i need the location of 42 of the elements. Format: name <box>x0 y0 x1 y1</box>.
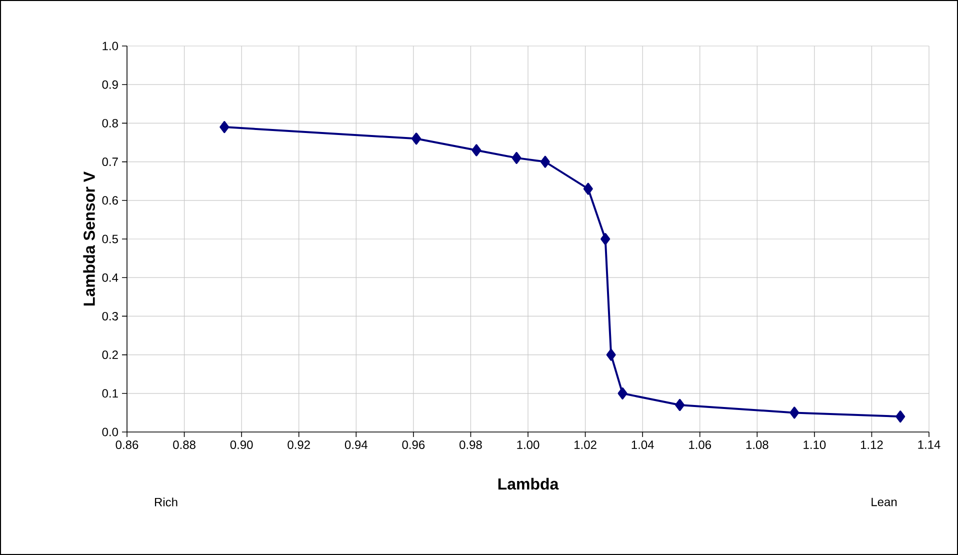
x-tick-label: 1.00 <box>517 440 540 450</box>
point <box>675 398 685 411</box>
point <box>540 156 550 168</box>
y-tick-label: 0.3 <box>102 312 118 320</box>
point <box>618 387 628 400</box>
y-tick-label: 0.7 <box>102 158 118 166</box>
text: Rich <box>154 498 178 506</box>
x-tick-label: 1.10 <box>804 440 826 450</box>
y-tick-label: 0.9 <box>102 80 118 89</box>
x-tick-label: 1.02 <box>574 440 596 450</box>
x-tick-label: 0.94 <box>344 440 368 450</box>
y-axis-title: Lambda Sensor V <box>83 172 95 306</box>
x-tick-label: 0.90 <box>230 440 253 450</box>
point <box>412 132 422 145</box>
x-tick-label: 0.92 <box>288 440 310 450</box>
x-tick-label: 1.06 <box>689 440 712 450</box>
point <box>790 406 800 419</box>
x-tick-label: 1.12 <box>860 440 883 449</box>
text: Lean <box>872 498 897 506</box>
point <box>583 182 593 195</box>
y-tick-label: 0.0 <box>102 428 118 436</box>
x-axis-title: Lambda <box>498 478 559 490</box>
y-tick-label: 0.2 <box>102 350 118 360</box>
point <box>472 144 482 156</box>
point <box>600 233 610 245</box>
point <box>512 152 522 164</box>
x-tick-label: 0.98 <box>460 440 482 450</box>
x-tick-label: 0.96 <box>402 440 425 450</box>
point <box>606 348 616 361</box>
point <box>220 121 230 134</box>
y-tick-label: 0.8 <box>102 118 118 128</box>
y-tick-label: 0.6 <box>102 196 118 205</box>
point <box>896 410 906 423</box>
x-tick-label: 1.14 <box>918 440 940 449</box>
x-tick-label: 1.08 <box>746 440 768 450</box>
y-tick-label: 1.0 <box>102 42 118 50</box>
y-tick-label: 0.5 <box>102 234 118 244</box>
x-tick-label: 0.86 <box>116 440 138 450</box>
x-tick-label: 0.88 <box>173 440 196 450</box>
x-tick-label: 1.04 <box>632 440 654 450</box>
y-tick-label: 0.1 <box>102 389 118 398</box>
y-tick-label: 0.4 <box>102 273 118 282</box>
